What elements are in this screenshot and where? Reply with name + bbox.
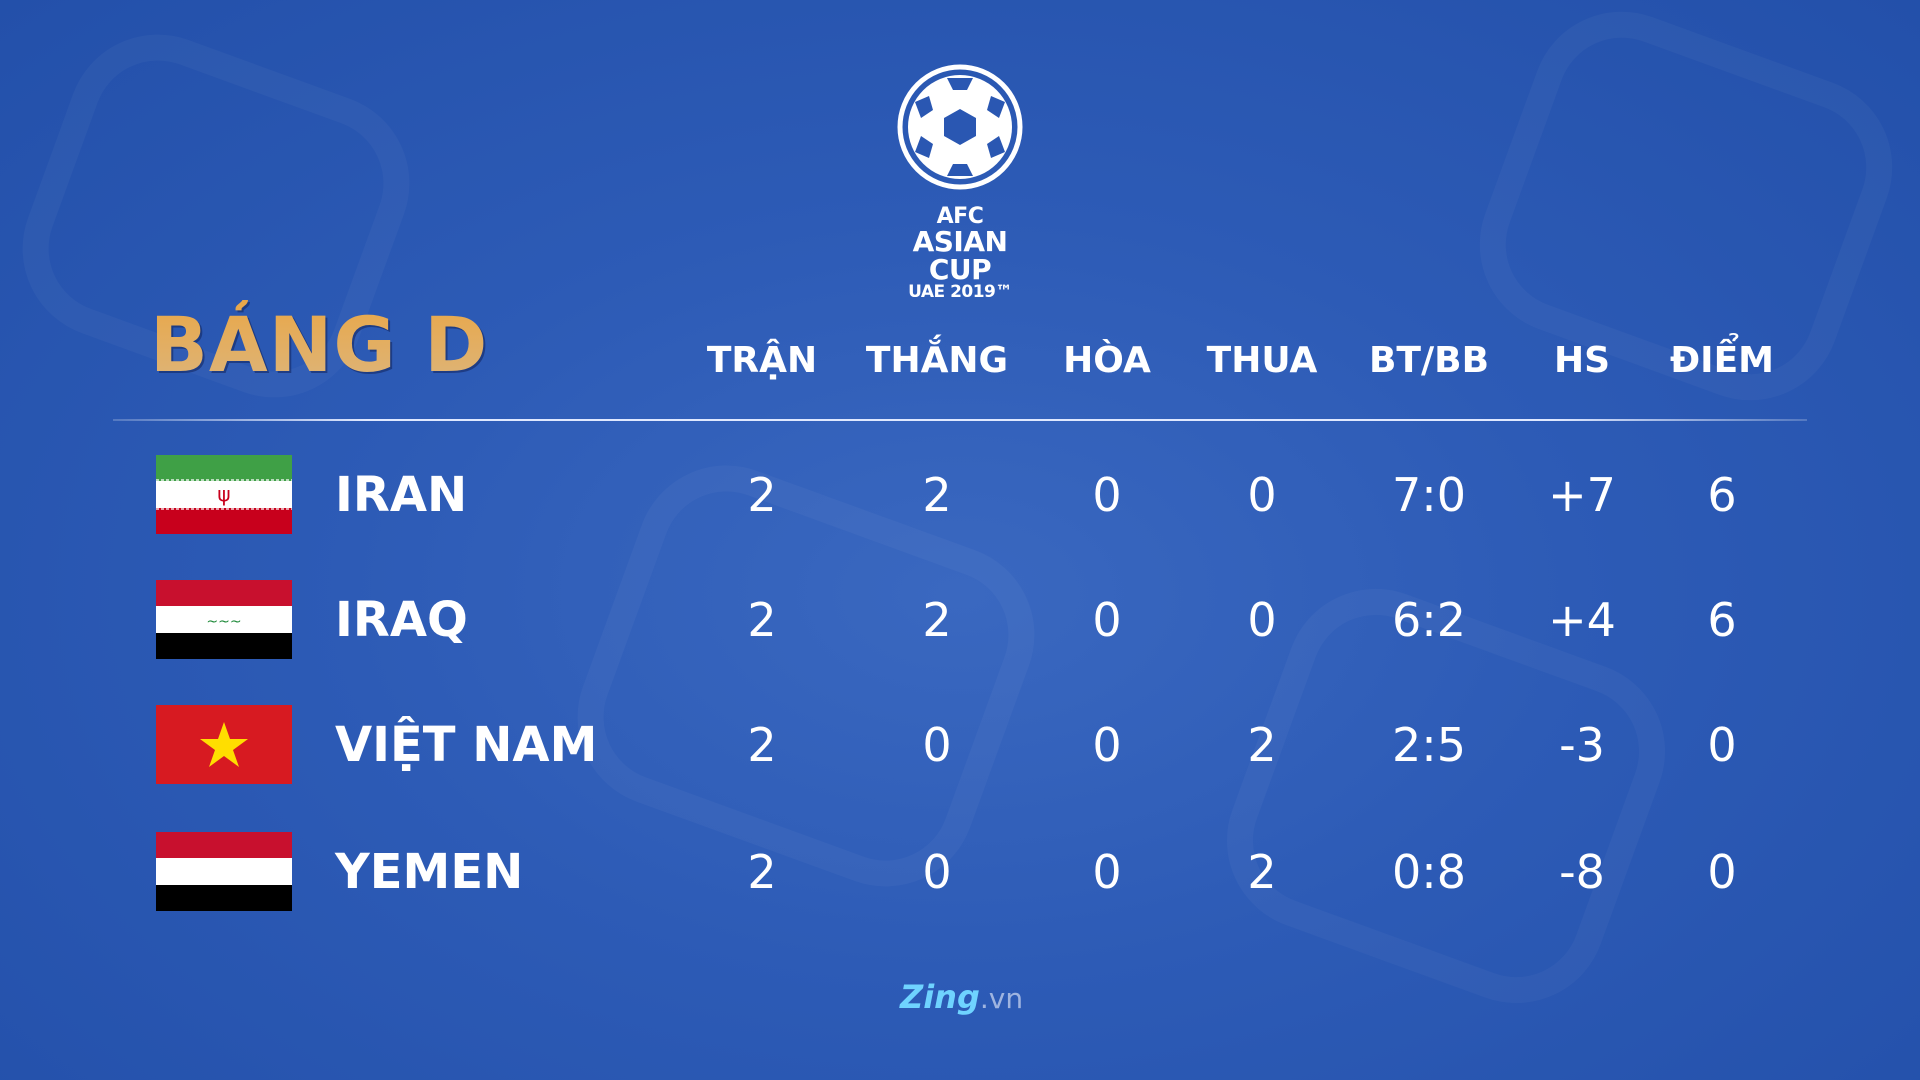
team-name: IRAN xyxy=(335,467,468,523)
cell-goals: 2:5 xyxy=(1391,718,1467,772)
brand-suffix: .vn xyxy=(979,982,1024,1015)
column-header-goal-difference: HS xyxy=(1553,340,1611,381)
column-header-played: TRẬN xyxy=(706,340,818,381)
iraq-flag-icon: ~~~ xyxy=(156,580,292,659)
cell-goals: 7:0 xyxy=(1391,468,1467,522)
header-divider xyxy=(113,419,1807,421)
table-row: ~~~ IRAQ 2 2 0 0 6:2 +4 6 xyxy=(0,580,1920,660)
group-title: BẢNG D xyxy=(150,300,489,389)
cell-goal-difference: +7 xyxy=(1548,468,1616,522)
cell-drawn: 0 xyxy=(1092,845,1122,899)
football-icon xyxy=(897,64,1023,190)
logo-line-asian-cup: ASIAN CUP xyxy=(912,225,1008,286)
cell-lost: 0 xyxy=(1247,593,1277,647)
afc-asian-cup-logo: AFC ASIAN CUP UAE 2019™ xyxy=(880,62,1040,301)
column-header-goals: BT/BB xyxy=(1368,340,1490,381)
cell-lost: 0 xyxy=(1247,468,1277,522)
zing-vn-logo: Zing.vn xyxy=(900,978,1023,1016)
svg-text:ψ: ψ xyxy=(217,482,230,506)
cell-won: 2 xyxy=(922,468,952,522)
cell-won: 0 xyxy=(922,845,952,899)
cell-goals: 6:2 xyxy=(1391,593,1467,647)
cell-won: 2 xyxy=(922,593,952,647)
cell-drawn: 0 xyxy=(1092,593,1122,647)
cell-played: 2 xyxy=(747,845,777,899)
cell-points: 0 xyxy=(1707,718,1737,772)
logo-line-afc: AFC xyxy=(936,204,984,229)
vietnam-flag-icon xyxy=(156,705,292,784)
team-name: VIỆT NAM xyxy=(335,717,598,773)
logo-line-uae-2019: UAE 2019™ xyxy=(908,282,1012,302)
cell-goals: 0:8 xyxy=(1391,845,1467,899)
table-row: YEMEN 2 0 0 2 0:8 -8 0 xyxy=(0,832,1920,912)
cell-points: 6 xyxy=(1707,468,1737,522)
cell-won: 0 xyxy=(922,718,952,772)
cell-points: 6 xyxy=(1707,593,1737,647)
team-name: IRAQ xyxy=(335,592,468,648)
cell-drawn: 0 xyxy=(1092,718,1122,772)
column-header-drawn: HÒA xyxy=(1063,340,1151,381)
column-header-points: ĐIỂM xyxy=(1670,340,1774,381)
svg-text:~~~: ~~~ xyxy=(206,614,241,630)
column-header-lost: THUA xyxy=(1206,340,1318,381)
cell-goal-difference: -8 xyxy=(1559,845,1605,899)
cell-played: 2 xyxy=(747,468,777,522)
cell-lost: 2 xyxy=(1247,718,1277,772)
cell-drawn: 0 xyxy=(1092,468,1122,522)
iran-flag-icon: ψ xyxy=(156,455,292,534)
cell-played: 2 xyxy=(747,718,777,772)
cell-points: 0 xyxy=(1707,845,1737,899)
yemen-flag-icon xyxy=(156,832,292,911)
cell-lost: 2 xyxy=(1247,845,1277,899)
cell-goal-difference: -3 xyxy=(1559,718,1605,772)
table-row: ψ IRAN 2 2 0 0 7:0 +7 6 xyxy=(0,455,1920,535)
cell-played: 2 xyxy=(747,593,777,647)
brand-name: Zing xyxy=(900,978,980,1016)
column-header-won: THẮNG xyxy=(865,340,1009,381)
team-name: YEMEN xyxy=(335,844,524,900)
table-row: VIỆT NAM 2 0 0 2 2:5 -3 0 xyxy=(0,705,1920,785)
cell-goal-difference: +4 xyxy=(1548,593,1616,647)
